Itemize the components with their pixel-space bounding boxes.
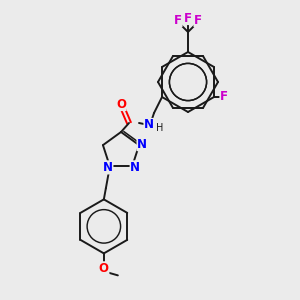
Text: F: F <box>194 14 202 26</box>
Text: O: O <box>116 98 126 110</box>
Text: N: N <box>137 138 147 151</box>
Text: F: F <box>220 91 228 103</box>
Text: H: H <box>156 123 164 133</box>
Text: N: N <box>103 161 113 174</box>
Text: N: N <box>130 161 140 174</box>
Text: O: O <box>99 262 109 275</box>
Text: F: F <box>184 11 192 25</box>
Text: N: N <box>144 118 154 131</box>
Text: F: F <box>174 14 182 26</box>
